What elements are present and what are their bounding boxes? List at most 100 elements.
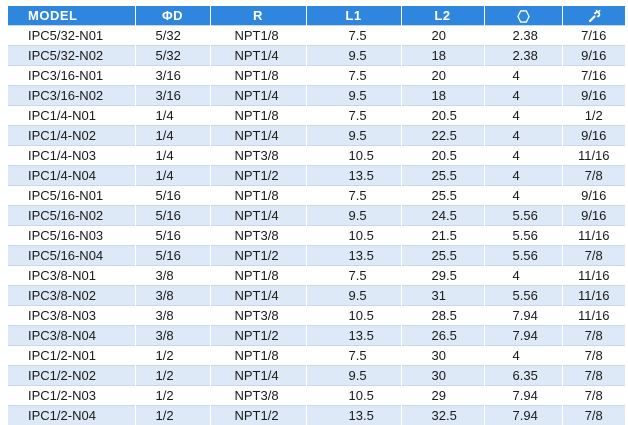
- cell-l1: 9.5: [306, 126, 401, 146]
- cell-hex: 4: [484, 66, 562, 86]
- cell-wrench: 7/8: [562, 246, 625, 266]
- cell-diameter: 5/32: [135, 46, 210, 66]
- cell-l2: 20: [401, 26, 484, 46]
- cell-wrench: 7/8: [562, 326, 625, 346]
- cell-wrench: 7/8: [562, 166, 625, 186]
- cell-diameter: 5/16: [135, 206, 210, 226]
- cell-model: IPC1/2-N02: [8, 366, 135, 386]
- cell-l1: 9.5: [306, 366, 401, 386]
- cell-thread: NPT1/4: [210, 286, 306, 306]
- cell-model: IPC5/16-N03: [8, 226, 135, 246]
- header-l2: L2: [401, 6, 484, 26]
- cell-wrench: 7/16: [562, 26, 625, 46]
- cell-model: IPC1/4-N04: [8, 166, 135, 186]
- cell-wrench: 9/16: [562, 86, 625, 106]
- hexagon-icon: [517, 10, 530, 23]
- cell-thread: NPT1/4: [210, 46, 306, 66]
- cell-l2: 30: [401, 366, 484, 386]
- cell-l2: 20: [401, 66, 484, 86]
- cell-model: IPC5/16-N01: [8, 186, 135, 206]
- cell-hex: 5.56: [484, 226, 562, 246]
- cell-hex: 7.94: [484, 386, 562, 406]
- cell-thread: NPT1/8: [210, 106, 306, 126]
- cell-model: IPC5/32-N01: [8, 26, 135, 46]
- cell-l1: 7.5: [306, 186, 401, 206]
- header-model: MODEL: [8, 6, 135, 26]
- cell-thread: NPT1/8: [210, 266, 306, 286]
- cell-l2: 18: [401, 86, 484, 106]
- cell-hex: 4: [484, 126, 562, 146]
- cell-l2: 26.5: [401, 326, 484, 346]
- cell-l1: 7.5: [306, 66, 401, 86]
- cell-diameter: 5/32: [135, 26, 210, 46]
- cell-wrench: 7/8: [562, 386, 625, 406]
- cell-l2: 25.5: [401, 246, 484, 266]
- cell-hex: 4: [484, 346, 562, 366]
- cell-wrench: 9/16: [562, 46, 625, 66]
- cell-l1: 13.5: [306, 326, 401, 346]
- cell-wrench: 11/16: [562, 266, 625, 286]
- cell-diameter: 3/8: [135, 306, 210, 326]
- cell-diameter: 1/4: [135, 126, 210, 146]
- cell-model: IPC5/16-N02: [8, 206, 135, 226]
- cell-thread: NPT1/8: [210, 66, 306, 86]
- cell-diameter: 3/8: [135, 266, 210, 286]
- cell-hex: 2.38: [484, 46, 562, 66]
- cell-l2: 28.5: [401, 306, 484, 326]
- header-thread: R: [210, 6, 306, 26]
- cell-model: IPC1/4-N01: [8, 106, 135, 126]
- cell-l2: 31: [401, 286, 484, 306]
- cell-l2: 30: [401, 346, 484, 366]
- cell-thread: NPT3/8: [210, 386, 306, 406]
- cell-wrench: 7/16: [562, 66, 625, 86]
- cell-hex: 5.56: [484, 246, 562, 266]
- cell-thread: NPT1/4: [210, 86, 306, 106]
- cell-l2: 25.5: [401, 186, 484, 206]
- cell-l1: 13.5: [306, 406, 401, 425]
- cell-l1: 7.5: [306, 346, 401, 366]
- cell-model: IPC1/2-N04: [8, 406, 135, 425]
- cell-l2: 18: [401, 46, 484, 66]
- cell-thread: NPT1/8: [210, 346, 306, 366]
- header-l1: L1: [306, 6, 401, 26]
- cell-l1: 10.5: [306, 146, 401, 166]
- cell-thread: NPT1/4: [210, 366, 306, 386]
- cell-wrench: 7/8: [562, 366, 625, 386]
- cell-hex: 5.56: [484, 286, 562, 306]
- header-row: MODEL ΦD R L1 L2: [8, 6, 625, 26]
- header-hex: [484, 6, 562, 26]
- cell-diameter: 1/4: [135, 166, 210, 186]
- cell-l1: 9.5: [306, 86, 401, 106]
- cell-hex: 6.35: [484, 366, 562, 386]
- cell-model: IPC3/8-N04: [8, 326, 135, 346]
- spec-table: MODEL ΦD R L1 L2 IPC: [8, 6, 625, 425]
- cell-model: IPC5/32-N02: [8, 46, 135, 66]
- cell-l1: 9.5: [306, 206, 401, 226]
- cell-hex: 4: [484, 166, 562, 186]
- cell-diameter: 5/16: [135, 226, 210, 246]
- cell-l1: 7.5: [306, 106, 401, 126]
- spec-table-container: MODEL ΦD R L1 L2 IPC: [8, 6, 625, 425]
- cell-hex: 7.94: [484, 306, 562, 326]
- cell-model: IPC1/2-N01: [8, 346, 135, 366]
- cell-model: IPC3/8-N03: [8, 306, 135, 326]
- cell-diameter: 3/16: [135, 66, 210, 86]
- cell-diameter: 1/2: [135, 386, 210, 406]
- cell-model: IPC3/8-N01: [8, 266, 135, 286]
- cell-l1: 10.5: [306, 226, 401, 246]
- cell-diameter: 5/16: [135, 186, 210, 206]
- cell-diameter: 1/2: [135, 346, 210, 366]
- cell-l2: 24.5: [401, 206, 484, 226]
- cell-wrench: 1/2: [562, 106, 625, 126]
- cell-hex: 4: [484, 186, 562, 206]
- cell-hex: 4: [484, 266, 562, 286]
- cell-thread: NPT1/2: [210, 166, 306, 186]
